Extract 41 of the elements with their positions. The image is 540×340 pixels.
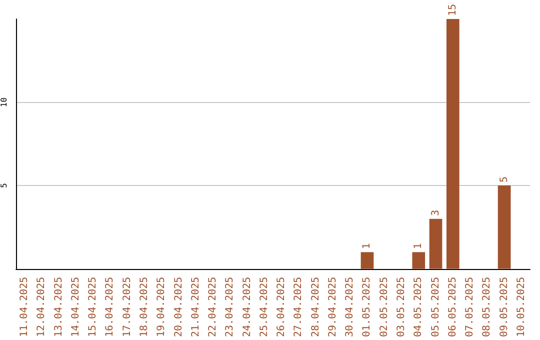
bar [412, 252, 426, 269]
x-tick-label: 10.05.2025 [516, 276, 527, 338]
x-tick-label: 02.05.2025 [378, 276, 390, 338]
x-tick-label: 23.04.2025 [224, 276, 236, 338]
x-tick-label: 26.04.2025 [276, 276, 288, 338]
x-tick-label: 09.05.2025 [498, 276, 510, 338]
data-label: 1 [362, 243, 373, 250]
y-tick-label: 10 [0, 97, 8, 108]
data-label: 5 [498, 176, 510, 183]
x-tick-label: 18.04.2025 [139, 276, 150, 338]
x-tick-label: 08.05.2025 [482, 276, 493, 338]
x-tick-label: 03.05.2025 [396, 276, 407, 338]
x-tick-label: 11.04.2025 [19, 276, 30, 338]
x-tick-label: 05.05.2025 [430, 276, 442, 338]
x-tick-label: 13.04.2025 [53, 276, 64, 338]
x-tick-label: 19.04.2025 [156, 276, 168, 338]
x-tick-label: 04.05.2025 [413, 276, 424, 338]
x-tick-label: 12.04.2025 [36, 276, 48, 338]
x-tick-label: 27.04.2025 [293, 276, 304, 338]
x-tick-label: 17.04.2025 [122, 276, 133, 338]
bar [498, 186, 511, 269]
x-tick-label: 30.04.2025 [344, 276, 356, 338]
data-label: 1 [413, 243, 424, 250]
x-tick-label: 15.04.2025 [88, 276, 99, 338]
x-tick-label: 20.04.2025 [173, 276, 184, 338]
bar [429, 218, 442, 269]
data-label: 15 [447, 4, 458, 16]
x-tick-label: 24.04.2025 [242, 276, 253, 338]
bar [446, 19, 460, 269]
x-tick-label: 25.04.2025 [258, 276, 270, 338]
x-tick-label: 29.04.2025 [327, 276, 338, 338]
x-tick-label: 01.05.2025 [362, 276, 373, 338]
x-tick-label: 22.04.2025 [208, 276, 219, 338]
x-tick-label: 06.05.2025 [447, 276, 458, 338]
x-tick-label: 28.04.2025 [310, 276, 322, 338]
x-tick-label: 14.04.2025 [70, 276, 82, 338]
bar [360, 252, 374, 269]
x-tick-label: 16.04.2025 [104, 276, 116, 338]
data-label: 3 [430, 210, 442, 216]
x-tick-label: 07.05.2025 [464, 276, 476, 338]
x-tick-label: 21.04.2025 [190, 276, 202, 338]
